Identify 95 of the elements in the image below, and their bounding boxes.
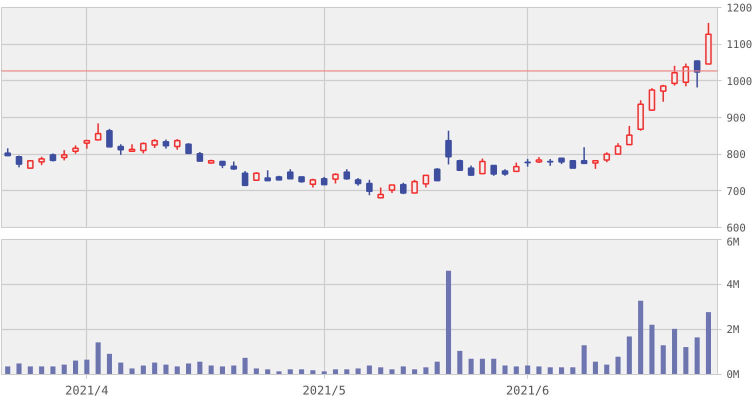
bar — [400, 366, 406, 374]
bar — [16, 363, 22, 374]
y-tick-label: 1000 — [726, 74, 752, 88]
y-tick-label: 700 — [726, 184, 746, 198]
candlestick — [106, 128, 113, 148]
candlestick — [682, 62, 690, 88]
bar — [344, 369, 350, 374]
bar — [84, 360, 90, 374]
candlestick — [490, 164, 498, 177]
bar — [288, 369, 293, 374]
bar — [434, 362, 440, 374]
y-tick-label: 900 — [726, 112, 746, 124]
y-tick-label: 1100 — [726, 38, 752, 52]
bar — [231, 366, 236, 374]
bar — [626, 336, 632, 374]
candlestick — [580, 146, 588, 164]
bar — [140, 366, 146, 374]
x-tick-label: 2021/5 — [302, 384, 346, 398]
bar — [502, 366, 508, 374]
candlestick — [343, 168, 350, 181]
bar — [366, 366, 372, 374]
bar — [39, 366, 44, 374]
candlestick — [185, 142, 192, 154]
candlestick — [422, 174, 430, 188]
x-tick-label: 2021/6 — [506, 384, 550, 398]
candlestick — [242, 170, 248, 186]
candlestick — [468, 164, 474, 177]
bar — [62, 364, 67, 374]
candlestick — [445, 130, 452, 166]
x-tick-label: 2021/4 — [65, 384, 109, 398]
bar — [514, 366, 519, 374]
candlestick — [479, 158, 486, 174]
bar — [638, 300, 644, 374]
bar — [592, 362, 598, 374]
bar — [96, 342, 101, 374]
candlestick — [140, 142, 147, 154]
bar — [118, 362, 124, 374]
candlestick — [94, 122, 102, 141]
bar — [672, 328, 678, 374]
candlestick — [648, 87, 656, 112]
candlestick — [671, 65, 678, 86]
y-tick-label: 1200 — [726, 2, 752, 14]
bar — [706, 312, 711, 374]
candlestick — [196, 151, 204, 162]
candlestick — [60, 149, 68, 162]
bar — [683, 347, 688, 374]
candlestick — [411, 179, 418, 194]
bar — [28, 366, 33, 374]
bar — [604, 364, 610, 374]
bar — [491, 358, 496, 374]
bar — [615, 356, 621, 374]
candlestick — [286, 168, 294, 180]
bar — [660, 345, 666, 374]
candlestick — [694, 60, 700, 88]
bar — [50, 366, 56, 374]
bar — [548, 367, 553, 374]
candlestick — [117, 144, 124, 156]
y-tick-label: 6M — [726, 236, 740, 248]
bar — [525, 366, 530, 374]
y-tick-label: 0M — [726, 368, 740, 381]
candlestick — [264, 170, 271, 182]
candlestick — [614, 142, 622, 155]
bar — [163, 364, 168, 374]
candlestick — [332, 172, 339, 184]
candlestick — [603, 152, 610, 163]
bar — [197, 362, 202, 374]
candlestick — [174, 138, 181, 151]
candlestick — [366, 179, 373, 196]
bar — [242, 358, 248, 374]
y-tick-label: 4M — [726, 278, 740, 291]
bar — [480, 358, 485, 374]
bar — [5, 366, 10, 374]
bar — [694, 337, 700, 374]
bar — [468, 358, 474, 374]
bar — [220, 366, 226, 374]
bar — [208, 366, 214, 374]
bar — [72, 360, 78, 374]
y-tick-label: 2M — [726, 323, 740, 336]
bar — [582, 345, 587, 374]
candlestick — [162, 138, 170, 150]
bar — [106, 354, 112, 374]
candlestick — [16, 154, 22, 168]
y-tick-label: 800 — [726, 148, 746, 162]
bar — [186, 363, 192, 374]
candlestick — [660, 84, 667, 102]
bar — [649, 324, 654, 374]
bar — [536, 366, 542, 374]
bar — [457, 350, 462, 374]
y-tick-label: 600 — [726, 222, 746, 234]
candlestick — [626, 125, 633, 146]
bar — [152, 362, 158, 374]
bar — [174, 366, 180, 374]
bar — [310, 370, 316, 374]
candlestick — [434, 167, 440, 182]
bar — [446, 270, 452, 374]
